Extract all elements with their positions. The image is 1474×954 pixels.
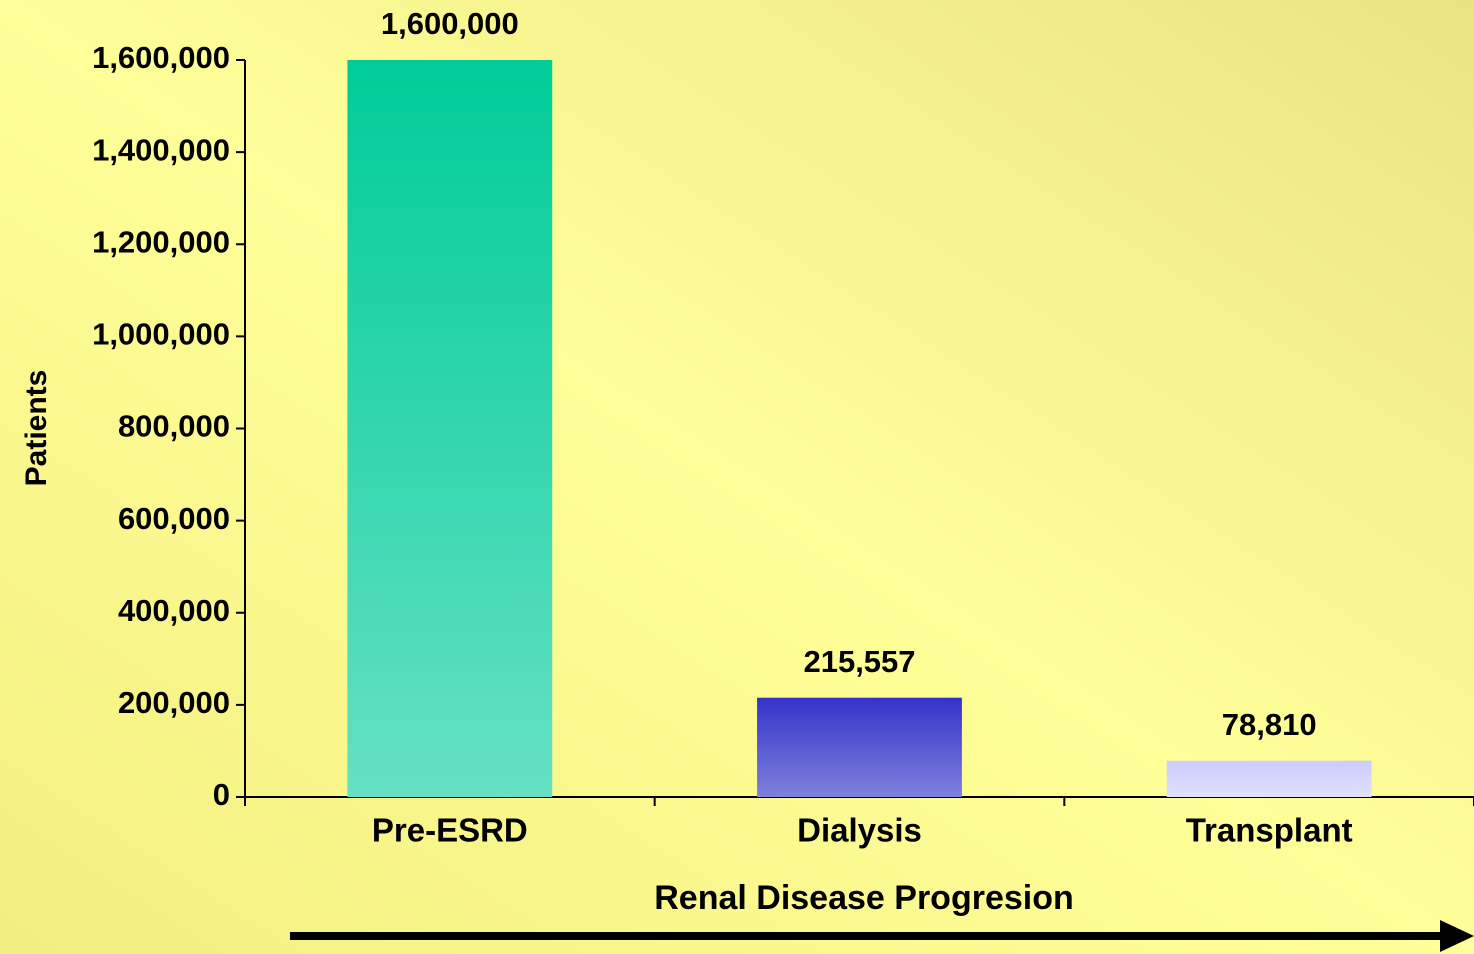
x-tick-label: Dialysis: [797, 812, 922, 849]
y-tick-label: 1,600,000: [92, 40, 230, 75]
arrow-head: [1440, 920, 1474, 952]
bar: [347, 60, 553, 797]
bar: [757, 697, 962, 797]
y-tick-label: 400,000: [118, 593, 230, 628]
value-label: 78,810: [1222, 707, 1317, 742]
y-tick-label: 0: [213, 777, 230, 812]
y-tick-label: 1,000,000: [92, 317, 230, 352]
bar: [1166, 760, 1372, 797]
value-label: 1,600,000: [381, 6, 519, 41]
x-tick-label: Transplant: [1186, 812, 1353, 849]
y-tick-label: 600,000: [118, 501, 230, 536]
y-tick-label: 200,000: [118, 685, 230, 720]
y-tick-label: 1,400,000: [92, 132, 230, 167]
y-tick-label: 800,000: [118, 409, 230, 444]
x-tick-label: Pre-ESRD: [372, 812, 528, 849]
y-axis-label: Patients: [20, 370, 53, 487]
x-axis-label: Renal Disease Progresion: [654, 879, 1074, 917]
value-label: 215,557: [803, 644, 915, 679]
y-tick-label: 1,200,000: [92, 224, 230, 259]
